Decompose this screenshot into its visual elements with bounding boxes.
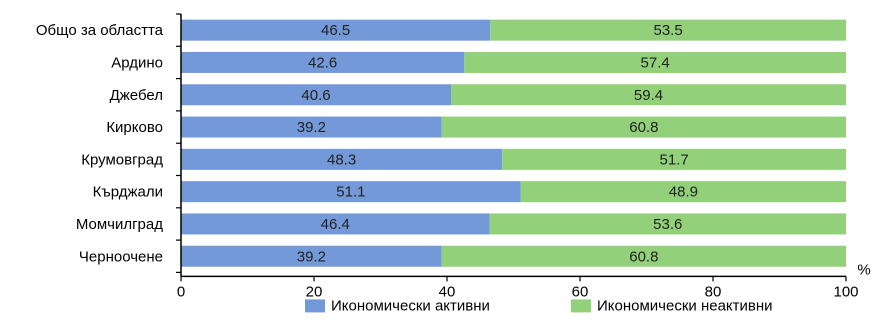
x-tick-label: 20 — [306, 283, 323, 300]
legend-label-active: Икономически активни — [331, 297, 490, 314]
x-axis-ticks: 0 20 40 60 80 100 — [177, 276, 859, 300]
data-label: 48.9 — [669, 184, 698, 201]
data-label: 51.1 — [336, 184, 365, 201]
category-label: Кирково — [106, 119, 163, 136]
data-label: 53.5 — [654, 22, 683, 39]
data-label: 57.4 — [641, 54, 670, 71]
data-labels: 46.5 53.5 42.6 57.4 40.6 59.4 39.2 60.8 48.3 51.7… — [297, 22, 698, 265]
bar-segment — [181, 116, 442, 138]
bar-segment — [441, 116, 846, 138]
bar-segment — [181, 148, 503, 170]
x-tick-label: 60 — [572, 283, 589, 300]
data-label: 40.6 — [301, 87, 330, 104]
category-label: Момчилград — [76, 216, 163, 233]
bar-segment — [181, 51, 465, 73]
bar-segment — [489, 213, 846, 235]
data-label: 53.6 — [653, 216, 682, 233]
category-label: Джебел — [110, 87, 163, 104]
x-tick-label: 80 — [705, 283, 722, 300]
axes — [176, 13, 846, 278]
data-label: 60.8 — [629, 119, 658, 136]
x-tick-label: 40 — [439, 283, 456, 300]
category-label: Крумовград — [81, 151, 163, 168]
bar-segment — [181, 181, 521, 203]
bar-segment — [502, 148, 846, 170]
data-label: 60.8 — [629, 248, 658, 265]
bar-segment — [464, 51, 846, 73]
data-label: 59.4 — [634, 87, 663, 104]
category-label: Общо за областта — [36, 22, 164, 39]
bar-segment — [490, 19, 846, 41]
x-tick-label: 100 — [833, 283, 858, 300]
category-label: Черноочене — [79, 248, 163, 265]
bar-segment — [181, 245, 442, 267]
category-label: Кърджали — [93, 184, 163, 201]
bars — [181, 19, 846, 267]
x-axis-unit: % — [857, 261, 870, 278]
legend-swatch-active — [305, 299, 325, 313]
category-labels: Общо за областта Ардино Джебел Кирково Крумо… — [36, 22, 164, 265]
data-label: 42.6 — [308, 54, 337, 71]
bar-segment — [181, 84, 451, 106]
bar-segment — [181, 19, 491, 41]
data-label: 46.5 — [321, 22, 350, 39]
bar-segment — [441, 245, 846, 267]
data-label: 39.2 — [297, 248, 326, 265]
data-label: 51.7 — [659, 151, 688, 168]
x-tick-label: 0 — [177, 283, 185, 300]
bar-segment — [520, 181, 846, 203]
legend-swatch-inactive — [571, 299, 591, 313]
bar-segment — [450, 84, 846, 106]
legend-label-inactive: Икономически неактивни — [597, 297, 773, 314]
category-label: Ардино — [111, 54, 163, 71]
data-label: 48.3 — [327, 151, 356, 168]
bar-segment — [181, 213, 490, 235]
data-label: 39.2 — [297, 119, 326, 136]
legend: Икономически активни Икономически неакти… — [305, 297, 773, 314]
data-label: 46.4 — [321, 216, 350, 233]
